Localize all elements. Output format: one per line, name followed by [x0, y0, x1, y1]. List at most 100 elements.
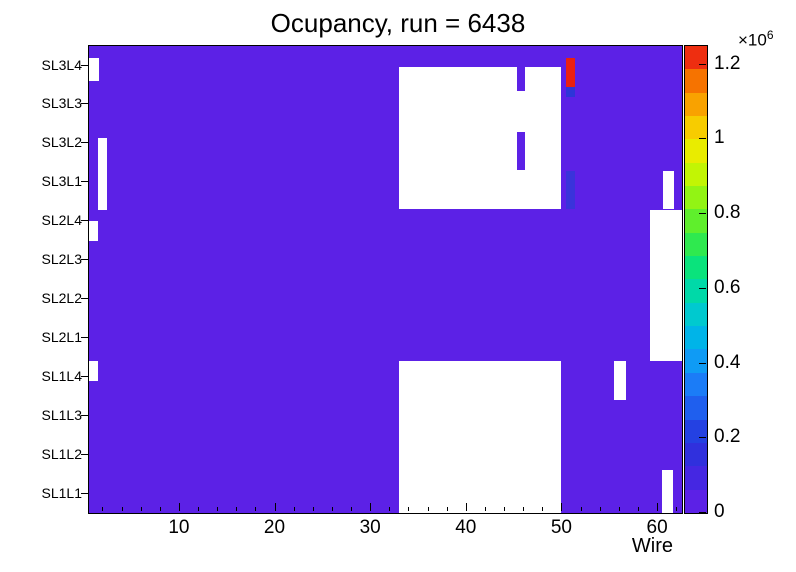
colorbar-band	[685, 302, 707, 327]
x-axis-minor-tick	[331, 507, 333, 511]
x-axis-minor-tick	[599, 507, 601, 511]
heatmap-empty-region	[89, 361, 98, 381]
y-axis-label: SL3L1	[41, 173, 82, 190]
x-axis-major-tick	[561, 503, 563, 511]
x-axis-minor-tick	[236, 507, 238, 511]
colorbar-tick-label: 1	[714, 127, 725, 149]
colorbar-tick-label: 0	[714, 501, 725, 522]
colorbar-tick	[699, 287, 706, 289]
colorbar-band	[685, 326, 707, 350]
y-axis-label: SL2L4	[41, 212, 82, 229]
colorbar-band	[685, 419, 707, 443]
heatmap-empty-region	[650, 209, 682, 362]
colorbar-band	[685, 442, 707, 467]
x-axis-minor-tick	[427, 507, 429, 511]
colorbar-band	[685, 279, 707, 303]
y-axis-label: SL2L1	[41, 328, 82, 345]
y-axis-label: SL3L3	[41, 95, 82, 112]
x-axis-minor-tick	[618, 507, 620, 511]
colorbar-tick	[699, 138, 706, 140]
x-axis-major-tick	[657, 503, 659, 511]
x-axis-minor-tick	[484, 507, 486, 511]
y-axis-tick	[81, 64, 88, 66]
colorbar-band	[685, 92, 707, 117]
y-axis-tick	[81, 298, 88, 299]
x-axis-minor-tick	[159, 507, 161, 511]
colorbar-band	[685, 489, 707, 513]
x-axis-minor-tick	[446, 507, 448, 511]
x-axis-tick-label: 40	[455, 517, 477, 538]
colorbar-band	[685, 162, 707, 187]
x-axis-major-tick	[178, 503, 180, 511]
x-axis-minor-tick	[504, 507, 506, 511]
colorbar-tick-label: 1.2	[714, 52, 741, 74]
x-axis-minor-tick	[542, 507, 544, 511]
heatmap-cell	[516, 131, 526, 171]
heatmap-empty-region	[661, 470, 674, 513]
y-axis-label: SL2L2	[41, 290, 82, 306]
scale-prefix: ×10	[738, 30, 767, 50]
colorbar-band	[685, 116, 707, 140]
x-axis-minor-tick	[580, 507, 582, 511]
plot-frame	[88, 45, 683, 514]
x-axis-minor-tick	[255, 507, 257, 511]
y-axis-tick	[81, 336, 88, 338]
x-axis-minor-tick	[121, 507, 123, 511]
x-axis-minor-tick	[102, 507, 104, 511]
colorbar	[684, 45, 708, 514]
x-axis-tick-label: 30	[359, 517, 381, 538]
colorbar-tick	[699, 512, 706, 513]
y-axis-tick	[81, 492, 88, 494]
colorbar-tick-label: 0.2	[714, 426, 741, 448]
heatmap-empty-region	[662, 170, 675, 210]
y-axis-label: SL1L3	[41, 406, 82, 423]
colorbar-band	[685, 466, 707, 490]
x-axis-minor-tick	[140, 507, 142, 511]
y-axis-tick	[81, 142, 88, 144]
colorbar-band	[685, 232, 707, 257]
colorbar-tick	[699, 437, 706, 439]
chart-title: Ocupancy, run = 6438	[270, 8, 526, 38]
heatmap-cell	[566, 57, 575, 87]
colorbar-band	[685, 69, 707, 93]
y-axis-tick	[81, 259, 88, 260]
colorbar-band	[685, 256, 707, 280]
x-axis-major-tick	[274, 503, 276, 511]
y-axis-tick	[81, 181, 88, 183]
heatmap-cell	[566, 170, 575, 210]
y-axis-tick	[81, 103, 88, 105]
colorbar-band	[685, 209, 707, 233]
heatmap-cell	[516, 67, 526, 92]
x-axis-major-tick	[370, 503, 372, 511]
x-axis-tick-label: 60	[646, 517, 668, 538]
y-axis-tick	[81, 375, 88, 377]
colorbar-band	[685, 46, 707, 70]
y-axis-label: SL1L1	[41, 484, 82, 501]
colorbar-tick	[699, 362, 706, 364]
x-axis-tick-label: 10	[168, 517, 190, 538]
heatmap-empty-region	[614, 361, 627, 401]
x-axis-minor-tick	[389, 507, 391, 511]
y-axis-label: SL1L4	[41, 367, 82, 384]
heatmap-empty-region	[89, 57, 99, 82]
x-axis-tick-label: 50	[550, 517, 572, 538]
x-axis-minor-tick	[198, 507, 199, 511]
x-axis-minor-tick	[293, 507, 295, 511]
colorbar-tick-label: 0.4	[714, 351, 741, 373]
x-axis-minor-tick	[638, 507, 639, 511]
colorbar-tick	[699, 213, 706, 215]
scale-exponent: 6	[766, 28, 774, 42]
heatmap-cell	[566, 86, 575, 97]
x-axis-minor-tick	[408, 507, 410, 511]
colorbar-scale-label: ×106	[738, 28, 774, 51]
colorbar-tick	[699, 63, 706, 65]
colorbar-band	[685, 349, 707, 373]
x-axis-minor-tick	[217, 507, 219, 511]
colorbar-band	[685, 372, 707, 397]
colorbar-band	[685, 396, 707, 420]
colorbar-tick-label: 0.6	[714, 276, 741, 298]
x-axis-minor-tick	[523, 507, 525, 511]
y-axis-tick	[81, 414, 88, 416]
y-axis-label: SL3L2	[41, 134, 82, 151]
